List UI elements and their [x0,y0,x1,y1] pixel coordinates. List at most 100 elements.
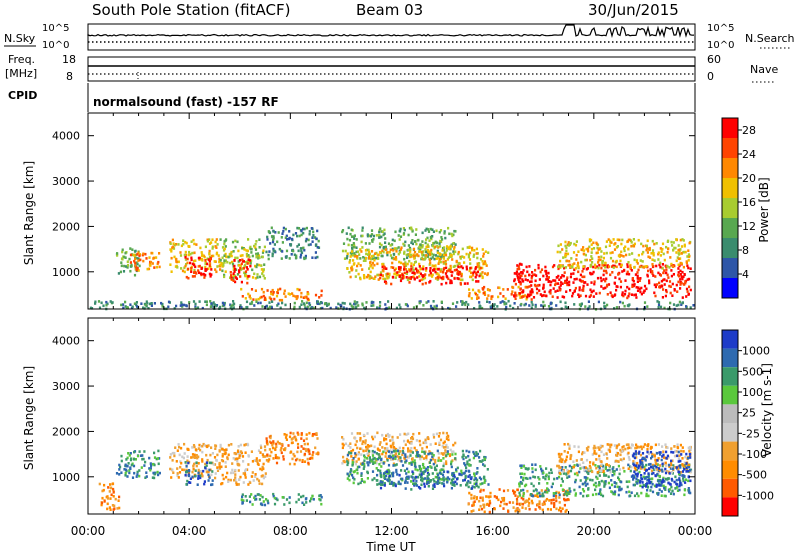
power-cell [203,276,206,279]
power-cell [184,258,187,261]
velocity-cell [615,468,618,471]
velocity-cell [213,463,217,466]
velocity-cell [568,447,571,450]
velocity-cell [633,470,636,473]
velocity-cell [348,478,351,482]
power-cell [214,268,217,271]
power-cell [398,251,402,254]
power-cell [409,250,412,253]
power-cell [486,272,489,275]
velocity-cell [409,454,412,457]
velocity-cell [479,490,482,493]
velocity-cell [437,459,440,462]
velocity-cell [575,459,578,462]
velocity-cell [678,454,681,457]
power-cell [451,302,455,305]
power-cell [380,254,383,258]
velocity-cell [301,460,304,463]
power-cell [209,305,212,308]
power-cell [569,265,572,269]
power-cell [341,230,344,234]
velocity-cell [389,453,392,456]
velocity-cell [473,495,476,498]
velocity-cell [543,502,546,506]
velocity-cell [468,470,471,473]
power-cell [198,271,201,274]
velocity-cell [643,468,646,471]
velocity-cell [663,461,666,465]
power-cell [261,305,264,308]
velocity-cell [662,484,665,488]
power-cell [245,252,248,256]
velocity-cell [302,447,305,450]
velocity-cell [470,497,473,500]
velocity-cell [204,466,207,470]
velocity-cell [442,441,445,445]
velocity-cell [621,458,624,462]
power-cell [600,255,603,259]
power-cell [471,274,475,277]
power-cell [187,244,190,248]
velocity-cell [617,486,621,489]
velocity-cell [657,483,660,487]
power-cell [354,302,357,306]
velocity-cell [205,453,208,457]
power-cell [636,262,639,265]
power-cell [216,265,219,268]
power-cell [172,245,175,249]
velocity-cell [600,479,603,483]
power-cell [651,239,654,243]
velocity-cell [176,472,179,475]
velocity-cell [479,477,483,481]
power-cell [411,266,414,269]
velocity-cell [568,487,571,490]
power-cell [222,264,225,267]
velocity-cell [371,454,375,457]
power-cell [590,247,593,251]
power-cell [414,233,417,236]
power-cell [204,262,207,265]
power-cell [478,290,481,294]
power-cell [614,242,617,245]
velocity-cell [641,463,644,467]
power-cell [669,256,672,259]
power-cell [194,265,197,269]
velocity-cell [307,461,310,465]
power-cell [234,276,237,279]
power-cell [215,238,218,241]
power-cell [238,270,241,274]
velocity-cell [483,503,486,507]
power-cell [350,228,353,232]
velocity-cell [470,477,473,481]
velocity-cell [207,473,210,477]
velocity-cell [638,450,641,454]
velocity-cell [562,470,565,473]
power-cell [477,289,480,292]
power-cell [370,301,373,304]
power-cell [353,234,356,237]
velocity-cell [238,456,241,459]
power-cell [679,287,682,290]
velocity-cell [143,464,146,467]
velocity-cell [408,462,411,465]
velocity-cell [555,507,558,511]
velocity-cell [558,454,562,458]
power-cell [302,296,305,299]
velocity-cell [232,457,235,460]
velocity-cell [297,493,300,496]
velocity-cell [651,453,654,457]
power-cell [646,274,649,278]
power-cell [559,259,562,263]
power-cell [590,238,593,242]
power-cell [229,252,232,256]
power-cell [432,269,435,272]
power-cell [605,271,608,275]
power-cell [627,304,630,308]
power-cell [131,248,134,251]
velocity-cell [341,446,344,450]
power-cell [195,243,198,246]
power-cell [180,301,183,304]
velocity-cell [631,444,634,447]
velocity-cell [267,501,270,505]
power-cell [361,246,364,249]
